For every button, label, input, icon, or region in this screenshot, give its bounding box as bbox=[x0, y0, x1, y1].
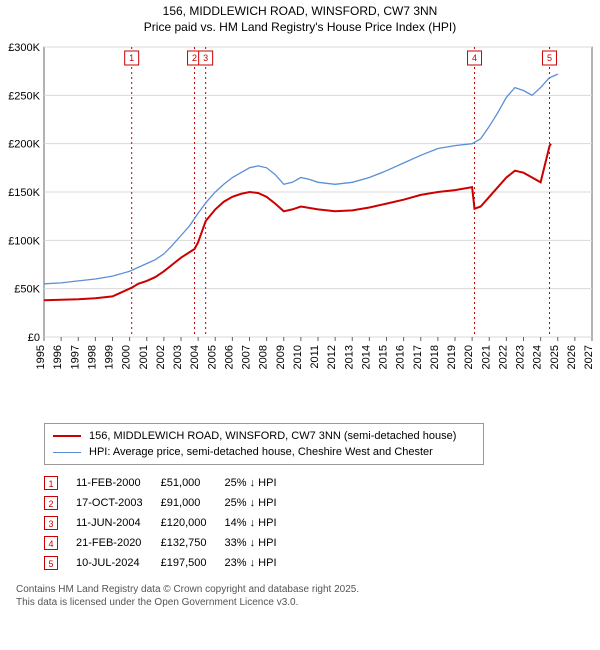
svg-text:2007: 2007 bbox=[241, 345, 253, 369]
svg-text:2027: 2027 bbox=[583, 345, 595, 369]
svg-text:1998: 1998 bbox=[86, 345, 98, 369]
svg-text:2: 2 bbox=[192, 53, 197, 63]
legend: 156, MIDDLEWICH ROAD, WINSFORD, CW7 3NN … bbox=[44, 423, 484, 465]
table-row: 3 11-JUN-2004£120,00014% ↓ HPI bbox=[44, 513, 295, 533]
sale-marker-icon: 5 bbox=[44, 556, 58, 570]
chart-area: £0 £50K £100K £150K £200K £250K £300K 1995 1996 1… bbox=[0, 37, 600, 417]
svg-text:2010: 2010 bbox=[292, 345, 304, 369]
legend-label: HPI: Average price, semi-detached house,… bbox=[89, 446, 433, 458]
svg-text:2005: 2005 bbox=[206, 345, 218, 369]
svg-text:2011: 2011 bbox=[309, 345, 321, 369]
title-line-1: 156, MIDDLEWICH ROAD, WINSFORD, CW7 3NN bbox=[0, 4, 600, 20]
svg-text:5: 5 bbox=[547, 53, 552, 63]
table-row: 5 10-JUL-2024£197,50023% ↓ HPI bbox=[44, 553, 295, 573]
footer-line-1: Contains HM Land Registry data © Crown c… bbox=[16, 583, 600, 596]
svg-text:2014: 2014 bbox=[360, 345, 372, 369]
svg-text:2002: 2002 bbox=[155, 345, 167, 369]
legend-row: 156, MIDDLEWICH ROAD, WINSFORD, CW7 3NN … bbox=[53, 428, 475, 444]
svg-text:2026: 2026 bbox=[566, 345, 578, 369]
sale-date: 11-JUN-2004 bbox=[76, 513, 161, 533]
svg-text:2019: 2019 bbox=[446, 345, 458, 369]
svg-text:1996: 1996 bbox=[52, 345, 64, 369]
svg-text:3: 3 bbox=[203, 53, 208, 63]
svg-text:1997: 1997 bbox=[69, 345, 81, 369]
sale-price: £51,000 bbox=[161, 473, 225, 493]
sale-marker-icon: 3 bbox=[44, 516, 58, 530]
svg-text:2018: 2018 bbox=[429, 345, 441, 369]
svg-text:£100K: £100K bbox=[8, 236, 40, 248]
svg-text:2000: 2000 bbox=[121, 345, 133, 369]
sale-delta: 14% ↓ HPI bbox=[225, 513, 295, 533]
svg-text:2006: 2006 bbox=[223, 345, 235, 369]
sale-marker-icon: 2 bbox=[44, 496, 58, 510]
line-chart-svg: £0 £50K £100K £150K £200K £250K £300K 1995 1996 1… bbox=[0, 37, 600, 417]
svg-text:2003: 2003 bbox=[172, 345, 184, 369]
svg-text:£0: £0 bbox=[28, 332, 40, 344]
sale-delta: 23% ↓ HPI bbox=[225, 553, 295, 573]
svg-text:1995: 1995 bbox=[35, 345, 47, 369]
sale-price: £197,500 bbox=[161, 553, 225, 573]
sale-date: 11-FEB-2000 bbox=[76, 473, 161, 493]
svg-text:£300K: £300K bbox=[8, 42, 40, 54]
svg-text:4: 4 bbox=[472, 53, 477, 63]
sale-price: £120,000 bbox=[161, 513, 225, 533]
svg-text:£250K: £250K bbox=[8, 91, 40, 103]
svg-text:1: 1 bbox=[129, 53, 134, 63]
sale-date: 17-OCT-2003 bbox=[76, 493, 161, 513]
svg-text:2004: 2004 bbox=[189, 345, 201, 369]
title-line-2: Price paid vs. HM Land Registry's House … bbox=[0, 20, 600, 36]
svg-text:1999: 1999 bbox=[104, 345, 116, 369]
svg-text:£200K: £200K bbox=[8, 139, 40, 151]
table-row: 2 17-OCT-2003£91,00025% ↓ HPI bbox=[44, 493, 295, 513]
sale-date: 10-JUL-2024 bbox=[76, 553, 161, 573]
legend-row: HPI: Average price, semi-detached house,… bbox=[53, 444, 475, 460]
table-row: 1 11-FEB-2000£51,00025% ↓ HPI bbox=[44, 473, 295, 493]
svg-text:£50K: £50K bbox=[14, 284, 40, 296]
legend-swatch bbox=[53, 435, 81, 437]
svg-text:2025: 2025 bbox=[549, 345, 561, 369]
sale-delta: 33% ↓ HPI bbox=[225, 533, 295, 553]
legend-label: 156, MIDDLEWICH ROAD, WINSFORD, CW7 3NN … bbox=[89, 430, 456, 442]
svg-text:2021: 2021 bbox=[480, 345, 492, 369]
svg-text:2013: 2013 bbox=[343, 345, 355, 369]
table-row: 4 21-FEB-2020£132,75033% ↓ HPI bbox=[44, 533, 295, 553]
svg-text:2012: 2012 bbox=[326, 345, 338, 369]
sale-marker-icon: 1 bbox=[44, 476, 58, 490]
sale-delta: 25% ↓ HPI bbox=[225, 493, 295, 513]
chart-container: 156, MIDDLEWICH ROAD, WINSFORD, CW7 3NN … bbox=[0, 0, 600, 650]
svg-text:2020: 2020 bbox=[463, 345, 475, 369]
sale-marker-icon: 4 bbox=[44, 536, 58, 550]
svg-text:2009: 2009 bbox=[275, 345, 287, 369]
svg-text:£150K: £150K bbox=[8, 187, 40, 199]
svg-text:2022: 2022 bbox=[497, 345, 509, 369]
legend-swatch bbox=[53, 452, 81, 453]
svg-text:2016: 2016 bbox=[395, 345, 407, 369]
svg-text:2008: 2008 bbox=[258, 345, 270, 369]
sale-price: £132,750 bbox=[161, 533, 225, 553]
svg-text:2024: 2024 bbox=[532, 345, 544, 369]
svg-text:2017: 2017 bbox=[412, 345, 424, 369]
svg-text:2015: 2015 bbox=[378, 345, 390, 369]
svg-text:2023: 2023 bbox=[515, 345, 527, 369]
sales-table: 1 11-FEB-2000£51,00025% ↓ HPI 2 17-OCT-2003… bbox=[44, 473, 295, 573]
sale-delta: 25% ↓ HPI bbox=[225, 473, 295, 493]
sale-price: £91,000 bbox=[161, 493, 225, 513]
sale-date: 21-FEB-2020 bbox=[76, 533, 161, 553]
title-block: 156, MIDDLEWICH ROAD, WINSFORD, CW7 3NN … bbox=[0, 0, 600, 37]
svg-text:2001: 2001 bbox=[138, 345, 150, 369]
footer-line-2: This data is licensed under the Open Gov… bbox=[16, 596, 600, 609]
footer: Contains HM Land Registry data © Crown c… bbox=[16, 583, 600, 609]
